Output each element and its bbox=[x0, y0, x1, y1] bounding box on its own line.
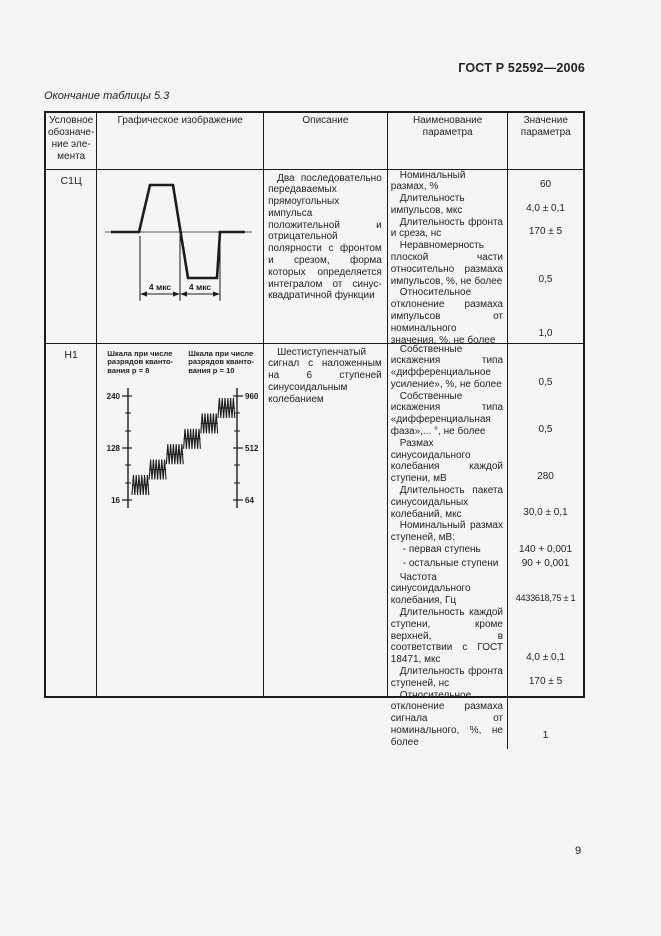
param-value: 0,5 bbox=[507, 343, 583, 391]
param-row: Длительность пакета синусоидальных колеб… bbox=[388, 485, 583, 521]
left-axis-tick-label: 16 bbox=[111, 496, 120, 505]
element-designation: С1Ц bbox=[44, 168, 98, 344]
header-param-name: Наименование параметра bbox=[386, 111, 509, 170]
left-axis-tick-label: 128 bbox=[107, 444, 121, 453]
page-number: 9 bbox=[575, 845, 582, 857]
param-value: 30,0 ± 0,1 bbox=[507, 485, 583, 521]
param-name: Длительность импульсов, мкс bbox=[390, 193, 465, 216]
param-value: 140 + 0,001 bbox=[507, 544, 583, 558]
param-name: Длительность пакета синусоидальных колеб… bbox=[390, 485, 503, 520]
param-row: Относительное отклонение размаха сигнала… bbox=[388, 689, 583, 749]
scale-labels: Шкала при числе разрядов кванто- вания p… bbox=[97, 344, 263, 378]
param-name: Размах синусоидального колебания каждой … bbox=[390, 437, 503, 485]
waveform-cell: 4 мкс 4 мкс bbox=[96, 168, 265, 344]
arrowhead bbox=[213, 291, 221, 296]
right-axis-tick-label: 512 bbox=[245, 444, 259, 453]
param-name: Номинальный размах ступеней, мВ: bbox=[390, 520, 503, 544]
param-value: 4,0 ± 0,1 bbox=[507, 193, 583, 217]
param-value: 1,0 bbox=[507, 287, 583, 347]
right-axis-tick-label: 64 bbox=[245, 496, 254, 505]
param-name: Относительное отклонение размаха импульс… bbox=[390, 287, 503, 346]
param-name: Собственные искажения типа «дифференциал… bbox=[390, 390, 503, 438]
param-row: Собственные искажения типа «дифференциал… bbox=[388, 390, 583, 438]
param-row: Длительность фронта ступеней, нс 170 ± 5 bbox=[388, 666, 583, 690]
param-name: Длительность фронта и среза, нс bbox=[390, 216, 503, 240]
staircase-graphic: 240 128 16 960 512 64 bbox=[107, 387, 259, 508]
param-value: 1 bbox=[507, 689, 583, 749]
scale-label-p10: Шкала при числе разрядов кванто- вания p… bbox=[188, 348, 255, 376]
pulse-waveform-graphic: 4 мкс 4 мкс bbox=[105, 183, 253, 301]
left-axis-tick-label: 240 bbox=[107, 392, 121, 401]
element-designation: Н1 bbox=[44, 342, 98, 697]
param-value bbox=[507, 520, 583, 545]
param-row: - первая ступень 140 + 0,001 bbox=[388, 544, 583, 558]
dim-label-1: 4 мкс bbox=[149, 282, 172, 292]
param-row: Неравномерность плоской части относитель… bbox=[388, 240, 583, 288]
table-row-s1c: С1Ц 4 мкс 4 мкс bbox=[44, 168, 585, 347]
param-value: 60 bbox=[507, 169, 583, 194]
right-axis-tick-label: 960 bbox=[245, 392, 259, 401]
staircase-step-lines bbox=[132, 407, 236, 486]
param-row: - остальные ступени 90 + 0,001 bbox=[388, 557, 583, 572]
element-description: Шестиступенчатый сигнал с наложенным на … bbox=[263, 342, 388, 697]
param-name: Собственные искажения типа «дифференциал… bbox=[390, 343, 503, 390]
header-graphic: Графическое изображение bbox=[96, 111, 265, 170]
table-row-n1: Н1 Шкала при числе разрядов кванто- вани… bbox=[44, 342, 585, 749]
param-value: 4433618,75 ± 1 bbox=[507, 571, 583, 608]
parameters-cell: Номинальный размах, % 60 Длительность им… bbox=[386, 168, 585, 347]
pulse-trace bbox=[111, 183, 246, 279]
param-name: - остальные ступени bbox=[402, 557, 499, 569]
scale-label-p8: Шкала при числе разрядов кванто- вания p… bbox=[107, 348, 174, 376]
param-name: Неравномерность плоской части относитель… bbox=[390, 240, 503, 287]
param-name: Относительное отклонение размаха сигнала… bbox=[390, 689, 503, 748]
element-description: Два последовательно передаваемых прямоуг… bbox=[263, 168, 388, 344]
param-name: Длительность каждой ступени, кроме верхн… bbox=[390, 607, 503, 666]
param-row: Длительность фронта и среза, нс 170 ± 5 bbox=[388, 216, 583, 241]
header-description: Описание bbox=[263, 111, 388, 170]
header-param-value: Значение параметра bbox=[507, 111, 585, 170]
spec-table: Условное обозначе- ние эле- мента Графич… bbox=[44, 111, 585, 749]
param-name: Номинальный размах, % bbox=[390, 169, 466, 193]
param-row: Длительность импульсов, мкс 4,0 ± 0,1 bbox=[388, 193, 583, 217]
param-value: 4,0 ± 0,1 bbox=[507, 607, 583, 667]
table-caption: Окончание таблицы 5.3 bbox=[44, 90, 170, 102]
arrowhead bbox=[180, 291, 188, 296]
param-row: Собственные искажения типа «дифференциал… bbox=[388, 343, 583, 391]
arrowhead bbox=[173, 291, 181, 296]
staircase-cell: Шкала при числе разрядов кванто- вания p… bbox=[96, 342, 265, 697]
param-row: Номинальный размах, % 60 bbox=[388, 169, 583, 194]
param-name: Длительность фронта ступеней, нс bbox=[390, 666, 503, 689]
parameters-cell: Собственные искажения типа «дифференциал… bbox=[386, 342, 585, 749]
param-row: Частота синусоидального колебания, Гц 44… bbox=[388, 571, 583, 608]
param-value: 170 ± 5 bbox=[507, 666, 583, 690]
arrowhead bbox=[140, 291, 148, 296]
header-designation: Условное обозначе- ние эле- мента bbox=[44, 111, 98, 170]
param-row: Размах синусоидального колебания каждой … bbox=[388, 437, 583, 486]
param-row: Номинальный размах ступеней, мВ: bbox=[388, 520, 583, 545]
dim-label-2: 4 мкс bbox=[189, 282, 212, 292]
param-value: 280 bbox=[507, 437, 583, 486]
param-value: 90 + 0,001 bbox=[507, 557, 583, 572]
param-value: 0,5 bbox=[507, 240, 583, 288]
param-name: - первая ступень bbox=[402, 544, 481, 556]
param-value: 0,5 bbox=[507, 390, 583, 438]
param-value: 170 ± 5 bbox=[507, 216, 583, 241]
param-name: Частота синусоидального колебания, Гц bbox=[390, 571, 471, 607]
param-row: Относительное отклонение размаха импульс… bbox=[388, 287, 583, 347]
param-row: Длительность каждой ступени, кроме верхн… bbox=[388, 607, 583, 667]
staircase-bursts bbox=[131, 397, 236, 495]
header-row: Условное обозначе- ние эле- мента Графич… bbox=[44, 111, 585, 170]
doc-number: ГОСТ Р 52592—2006 bbox=[458, 61, 585, 75]
